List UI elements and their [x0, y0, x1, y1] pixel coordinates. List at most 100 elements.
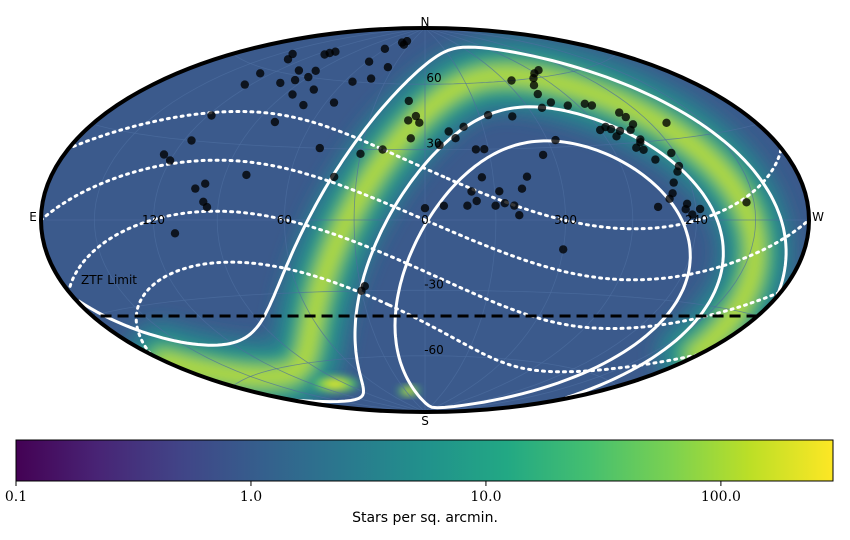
object-point: [159, 150, 169, 159]
object-point: [688, 210, 697, 219]
object-point: [309, 85, 318, 94]
object-point: [290, 75, 300, 85]
object-point: [559, 245, 568, 254]
object-point: [674, 161, 684, 171]
object-point: [242, 170, 251, 180]
object-point: [653, 202, 663, 212]
ra-tick-label: 0: [421, 213, 429, 227]
dec-tick-label: 60: [426, 71, 441, 85]
object-point: [299, 100, 308, 110]
object-point: [378, 145, 387, 154]
object-point: [639, 145, 648, 154]
object-point: [495, 187, 504, 196]
object-point: [283, 55, 293, 64]
object-point: [411, 111, 421, 121]
ra-tick-label: 240: [685, 213, 708, 227]
dec-tick-label: 30: [426, 137, 441, 151]
object-points: [159, 36, 751, 295]
colorbar-tick-label: 100.0: [701, 489, 741, 505]
object-point: [406, 134, 415, 143]
object-point: [681, 205, 690, 214]
object-point: [669, 178, 678, 187]
object-point: [270, 117, 280, 127]
dec-tick-label: -60: [424, 343, 444, 357]
parallel-line: [234, 355, 618, 387]
object-point: [612, 132, 621, 141]
object-point: [651, 155, 660, 164]
object-point: [420, 204, 430, 213]
ztf-limit-label: ZTF Limit: [81, 273, 137, 287]
object-point: [636, 135, 645, 144]
ra-tick-labels: 120 60 0 300 240: [142, 213, 708, 227]
object-point: [587, 101, 597, 110]
dec-tick-labels: 60 30 -30 -60: [424, 71, 444, 357]
colorbar-label: Stars per sq. arcmin.: [352, 510, 498, 526]
compass-south: S: [421, 414, 429, 428]
object-point: [551, 135, 560, 145]
colorbar-tick-label: 0.1: [5, 489, 27, 505]
object-point: [517, 184, 527, 193]
object-point: [240, 80, 249, 89]
object-point: [201, 179, 210, 188]
lmc-blob: [307, 374, 363, 394]
object-point: [459, 122, 468, 131]
object-point: [515, 211, 524, 220]
object-point: [546, 98, 556, 107]
compass-east: E: [29, 210, 37, 224]
object-point: [508, 112, 517, 121]
object-point: [170, 229, 180, 238]
object-point: [477, 173, 487, 182]
object-point: [439, 201, 449, 210]
object-point: [191, 184, 200, 193]
object-point: [383, 62, 393, 72]
colorbar-gradient: [15, 439, 834, 482]
colorbar-ticks: 0.1 1.0 10.0 100.0: [5, 481, 741, 505]
object-point: [615, 108, 624, 117]
object-point: [330, 172, 339, 182]
object-point: [320, 50, 329, 59]
map-border: [39, 26, 811, 414]
object-point: [329, 98, 339, 107]
object-point: [533, 89, 542, 99]
object-point: [444, 127, 453, 136]
object-point: [563, 101, 572, 110]
object-point: [695, 204, 705, 214]
parallel-line: [234, 53, 618, 85]
galactic-latitude-line: [393, 139, 692, 410]
object-point: [202, 202, 212, 212]
galactic-latitude-line: [77, 45, 788, 347]
ecliptic-latitude-line: [41, 158, 808, 282]
object-point: [606, 124, 616, 134]
object-point: [621, 112, 630, 122]
object-point: [491, 201, 500, 210]
galactic-latitude-lines: [77, 45, 788, 410]
density-band-4: [157, 71, 760, 381]
object-point: [580, 99, 589, 109]
object-point: [665, 194, 674, 203]
milky-way-band: [121, 35, 796, 412]
object-point: [256, 69, 265, 78]
object-point: [529, 74, 538, 83]
object-point: [507, 76, 516, 85]
object-point: [471, 145, 481, 154]
object-point: [537, 103, 547, 113]
object-point: [380, 44, 390, 53]
object-point: [742, 198, 751, 207]
compass-north: N: [421, 15, 430, 29]
object-point: [165, 156, 175, 165]
object-point: [187, 136, 196, 145]
ra-tick-label: 300: [554, 213, 577, 227]
compass-west: W: [812, 210, 824, 224]
object-point: [467, 187, 476, 196]
object-point: [294, 66, 304, 75]
object-point: [404, 116, 413, 125]
object-point: [463, 201, 472, 210]
ecliptic-latitude-line: [134, 260, 699, 374]
object-point: [534, 66, 543, 75]
object-point: [364, 57, 374, 66]
object-point: [538, 150, 548, 160]
object-point: [500, 199, 509, 208]
object-point: [315, 143, 324, 153]
object-point: [399, 40, 409, 49]
